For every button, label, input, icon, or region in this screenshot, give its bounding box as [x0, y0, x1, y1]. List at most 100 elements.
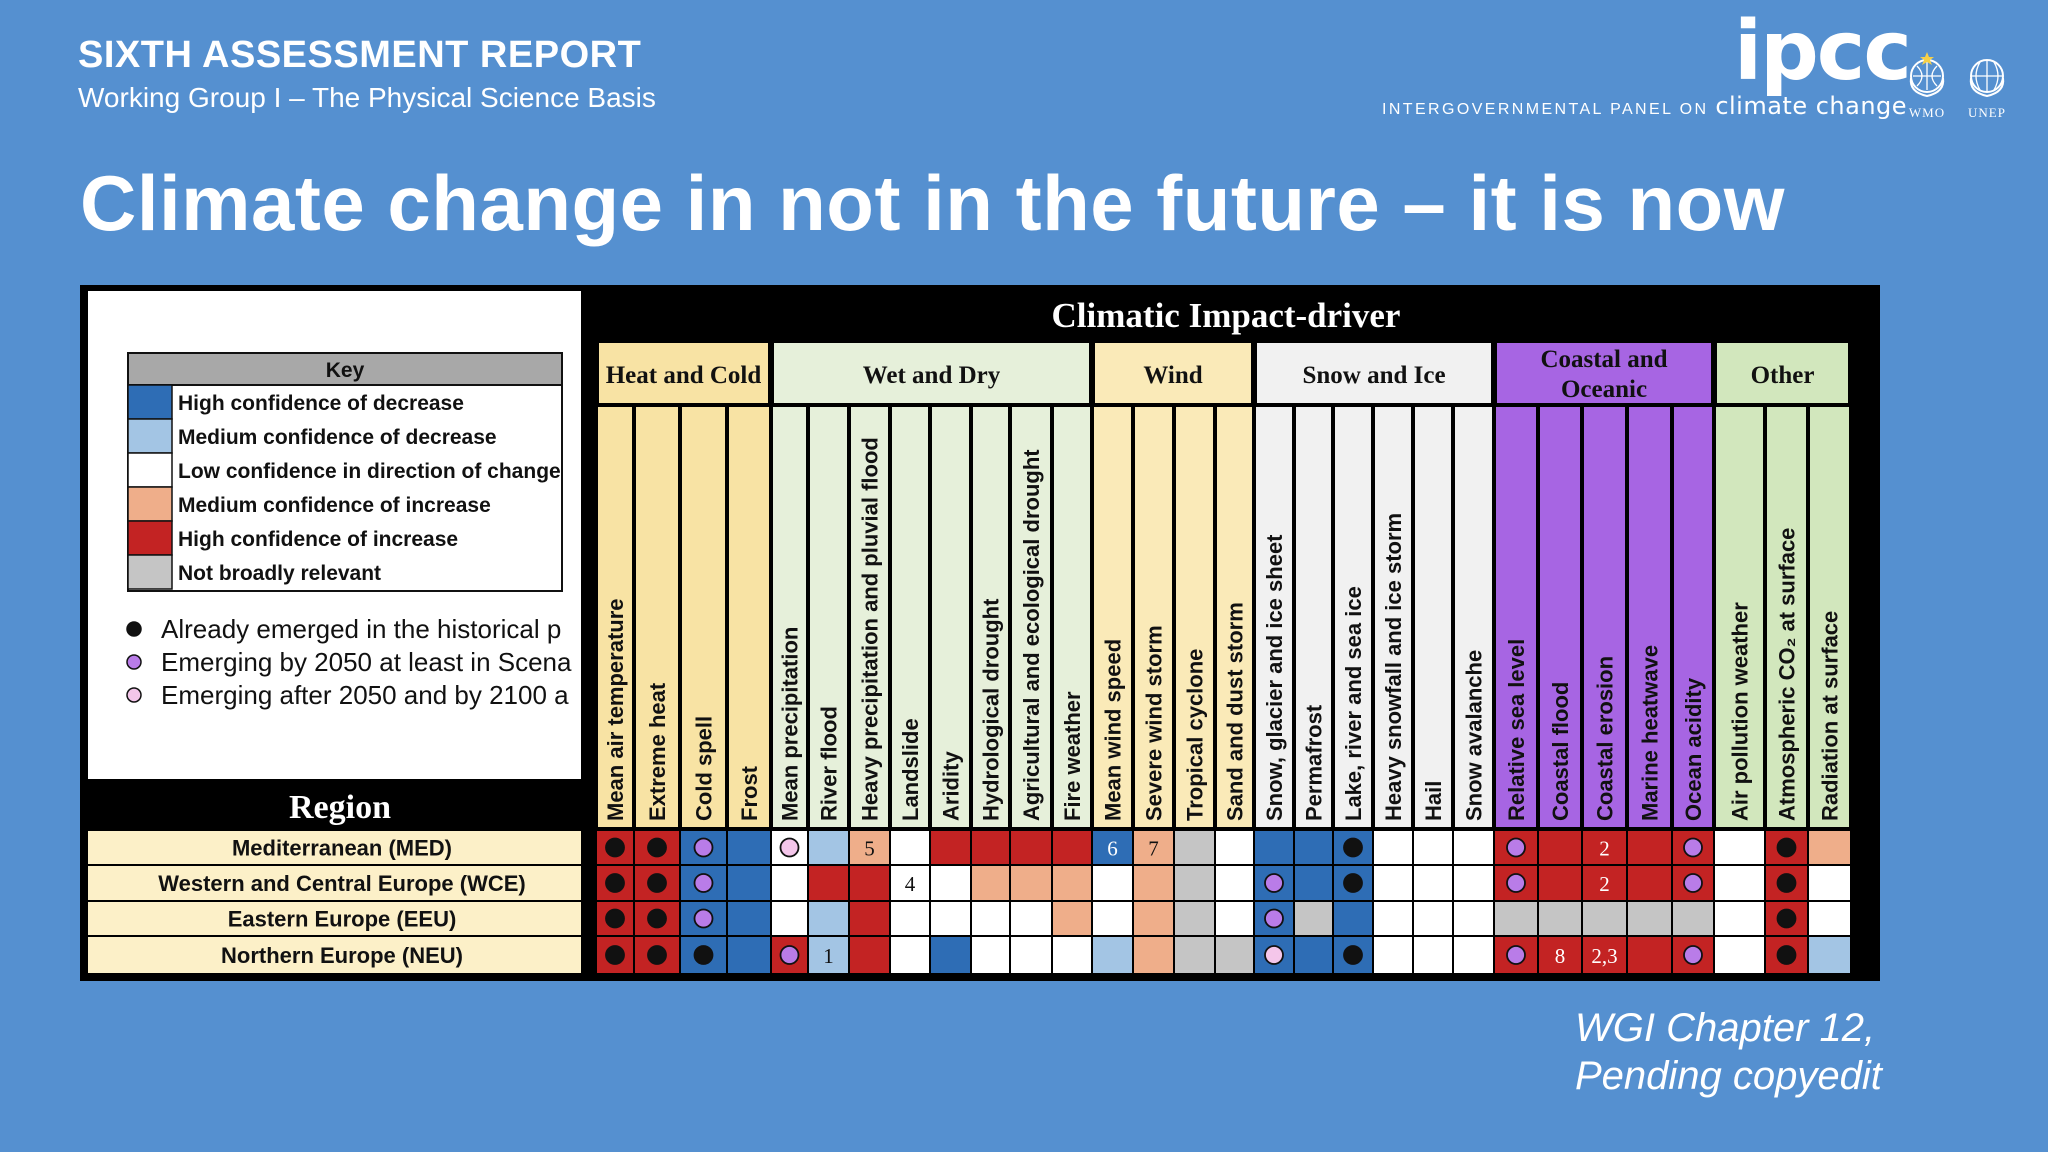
column-header-label: Snow avalanche [1462, 650, 1487, 821]
region-header-band [88, 779, 581, 829]
confidence-cell [931, 866, 970, 900]
cell-note: 2 [1599, 837, 1610, 861]
confidence-cell [891, 937, 929, 973]
column-header-cell [892, 407, 928, 827]
confidence-cell [728, 937, 770, 973]
emergence-dot [647, 837, 667, 858]
column-header-cell [1217, 407, 1252, 827]
column-header-cell [1296, 407, 1331, 827]
confidence-cell [1715, 831, 1764, 864]
confidence-cell [728, 902, 770, 935]
confidence-cell [809, 937, 848, 973]
confidence-cell [1628, 902, 1671, 935]
confidence-cell [1374, 866, 1412, 900]
column-header-cell [1674, 407, 1712, 827]
cell-note: 5 [864, 837, 875, 861]
confidence-cell [1134, 902, 1173, 935]
confidence-cell [1216, 937, 1253, 973]
emergence-legend: Already emerged in the historical pEmerg… [126, 614, 572, 710]
confidence-cell [1093, 937, 1132, 973]
column-header-label: Fire weather [1060, 691, 1085, 821]
key-label: Not broadly relevant [178, 562, 381, 585]
emergence-dot [1506, 945, 1526, 965]
wmo-label: WMO [1908, 105, 1946, 120]
confidence-cell [1093, 866, 1132, 900]
confidence-cell [972, 937, 1009, 973]
column-header-cell [1176, 407, 1213, 827]
confidence-cell [1295, 831, 1332, 864]
climatic-impact-driver-figure: Region Climatic Impact-driver Key High c… [80, 285, 1880, 981]
region-label: Northern Europe (NEU) [221, 943, 463, 968]
emergence-dot [1776, 908, 1797, 929]
emergence-dot [693, 945, 714, 965]
emergence-dot [647, 908, 667, 929]
confidence-cell [1175, 902, 1214, 935]
tagline-prefix: INTERGOVERNMENTAL PANEL ON [1382, 101, 1709, 118]
column-header-label: Frost [737, 765, 762, 821]
group-header-box [774, 343, 1089, 403]
wmo-emblem: WMO [1900, 52, 1954, 121]
confidence-cell [1454, 937, 1493, 973]
emergence-dot [1264, 873, 1284, 893]
emergence-dot [605, 873, 625, 893]
region-header: Region [289, 789, 391, 826]
column-header-cell [636, 407, 678, 827]
emergence-dot [1776, 837, 1797, 858]
region-cell [88, 937, 581, 973]
column-header-label: River flood [817, 706, 842, 821]
confidence-cell [1809, 902, 1850, 935]
emergence-dot [1506, 837, 1526, 858]
emergence-dot [1264, 945, 1284, 965]
column-header-cell [1496, 407, 1536, 827]
column-header-cell [851, 407, 888, 827]
figure-header: Climatic Impact-driver [1052, 296, 1401, 335]
confidence-cell [1295, 902, 1332, 935]
column-header-cell [973, 407, 1008, 827]
emergence-dot [1683, 945, 1703, 965]
column-header-label: Landslide [898, 718, 923, 821]
column-header-cell [1629, 407, 1670, 827]
key-label: High confidence of increase [178, 528, 458, 551]
unep-globe-icon [1969, 59, 2005, 98]
column-header-label: Agricultural and ecological drought [1019, 449, 1044, 821]
confidence-cell [972, 866, 1009, 900]
confidence-cell [1539, 866, 1581, 900]
confidence-cell [1255, 831, 1293, 864]
column-header-cell [1094, 407, 1131, 827]
emergence-dot [1343, 945, 1363, 965]
region-cell [88, 866, 581, 900]
confidence-cell [1454, 902, 1493, 935]
key-swatch [127, 452, 173, 488]
confidence-cell [850, 831, 889, 864]
confidence-cell [931, 937, 970, 973]
confidence-cell [1628, 937, 1671, 973]
confidence-cell [1454, 866, 1493, 900]
confidence-cell [1216, 866, 1253, 900]
confidence-cell [1583, 831, 1626, 864]
column-header-cell [1415, 407, 1451, 827]
key-label: Medium confidence of decrease [178, 426, 497, 449]
group-header-label: Heat and Cold [606, 362, 762, 389]
emergence-label: Emerging by 2050 at least in Scena [161, 647, 572, 677]
confidence-cell [728, 866, 770, 900]
column-header-cell [1135, 407, 1172, 827]
region-row: Western and Central Europe (WCE) 4 2 [88, 866, 1850, 900]
confidence-cell [1295, 937, 1332, 973]
confidence-cell [809, 902, 848, 935]
confidence-cell [1093, 902, 1132, 935]
key-title: Key [326, 359, 365, 382]
confidence-cell [1216, 831, 1253, 864]
column-header-label: Tropical cyclone [1183, 649, 1208, 821]
footnote-line-1: WGI Chapter 12, [1575, 1006, 1876, 1050]
emergence-dot [1343, 837, 1363, 858]
confidence-cell [1414, 866, 1452, 900]
confidence-cell [1414, 937, 1452, 973]
confidence-cell [1175, 866, 1214, 900]
region-row: Mediterranean (MED) 5 6 7 2 [88, 831, 1850, 864]
confidence-cell [891, 866, 929, 900]
column-header-cell [1540, 407, 1580, 827]
confidence-cell [1011, 831, 1051, 864]
cell-note: 4 [905, 872, 916, 896]
confidence-cell [1134, 831, 1173, 864]
